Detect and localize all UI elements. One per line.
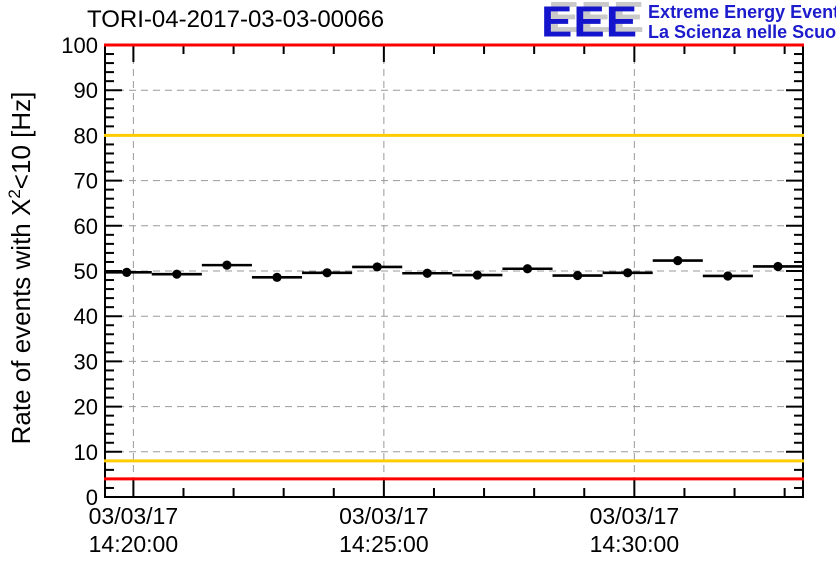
data-point	[272, 272, 282, 282]
y-tick-labels: 0 10 20 30 40 50 60 70 80 90 100	[61, 33, 98, 510]
eee-logo-line1: Extreme Energy Events	[648, 2, 836, 22]
eee-logo-acronym: EEE	[541, 0, 639, 46]
data-point	[372, 262, 382, 272]
data-point	[172, 269, 182, 279]
x-tick-date: 03/03/17	[590, 503, 680, 529]
data-point	[723, 271, 733, 281]
y-axis-title-superscript: 2	[5, 189, 25, 199]
y-tick-label: 80	[74, 123, 98, 148]
data-point	[422, 268, 432, 278]
threshold-lines	[104, 43, 804, 481]
data-point	[122, 267, 132, 277]
y-axis-title-prefix: Rate of events with X	[5, 198, 36, 445]
data-point	[522, 264, 533, 274]
y-tick-label: 40	[74, 304, 98, 329]
data-point	[472, 270, 482, 280]
y-tick-label: 70	[74, 169, 98, 194]
x-tick-date: 03/03/17	[89, 503, 179, 529]
data-series	[105, 256, 803, 282]
y-tick-label: 0	[86, 485, 98, 510]
plot-title: TORI-04-2017-03-03-00066	[87, 6, 385, 33]
data-point	[322, 268, 332, 278]
y-tick-label: 60	[74, 214, 98, 239]
x-tick-date: 03/03/17	[339, 503, 429, 529]
eee-logo-line2: La Scienza nelle Scuole	[648, 22, 836, 42]
eee-logo-text: Extreme Energy Events La Scienza nelle S…	[648, 3, 836, 43]
x-tick-labels: 03/03/1714:20:0003/03/1714:25:0003/03/17…	[89, 503, 679, 557]
data-point	[773, 261, 783, 272]
y-tick-label: 90	[74, 78, 98, 103]
x-tick-time: 14:30:00	[590, 531, 680, 557]
x-tick-time: 14:25:00	[339, 531, 429, 557]
y-axis-title-suffix: <10 [Hz]	[5, 91, 36, 190]
eee-logo: EEE Extreme Energy Events La Scienza nel…	[541, 0, 836, 46]
gridlines	[105, 45, 803, 497]
data-point	[222, 260, 232, 270]
y-tick-label: 20	[74, 395, 98, 420]
data-point	[572, 270, 583, 281]
y-tick-label: 100	[61, 33, 98, 58]
x-tick-time: 14:20:00	[89, 531, 179, 557]
data-point	[623, 268, 633, 278]
y-axis-title: Rate of events with X2<10 [Hz]	[5, 92, 37, 445]
y-tick-label: 30	[74, 349, 98, 374]
y-tick-label: 50	[74, 259, 98, 284]
y-tick-label: 10	[74, 440, 98, 465]
data-point	[673, 256, 683, 266]
